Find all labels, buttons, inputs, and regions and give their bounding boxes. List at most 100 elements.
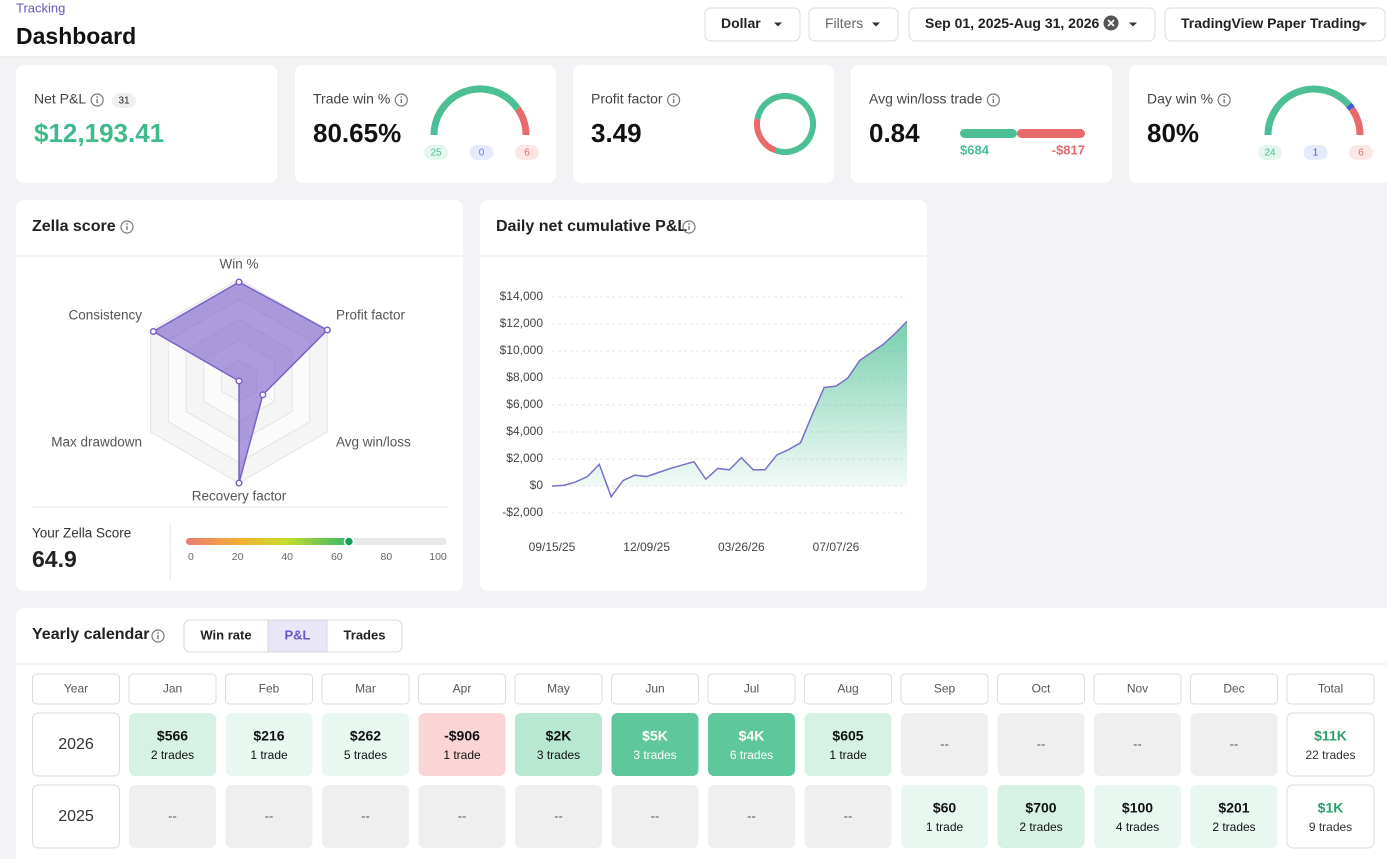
clear-icon [1107,19,1115,27]
total-pnl: $1K [1318,800,1344,816]
month-cell [1094,713,1181,776]
column-header [1286,673,1375,705]
empty-cell: -- [651,808,660,823]
gauge-count-pill [424,145,448,160]
month-cell [1190,785,1278,848]
cell-pnl: $60 [933,800,957,816]
donut-segment [754,93,816,155]
column-header [900,673,989,705]
gauge-count: 1 [1313,148,1319,159]
cell-pnl: $262 [350,728,381,744]
kpi-card [16,65,277,183]
column-header [997,673,1085,705]
radar-point [323,326,331,334]
info-icon [90,93,104,107]
gauge-count: 0 [479,148,485,159]
month-cell [708,785,795,848]
year-label: 2026 [58,736,94,753]
month-cell [322,785,409,848]
score-tick-label: 100 [429,551,447,563]
filter-label: Filters [825,15,863,31]
caret [1359,22,1367,27]
column-header-text: Year [64,682,88,696]
column-header [804,673,892,705]
count-badge [112,93,136,108]
kpi-label: Net P&L [34,91,86,107]
donut-segment [754,118,777,154]
kpi-value: 3.49 [591,118,642,148]
month-cell [515,713,602,776]
gauge-count: 25 [430,148,442,159]
gauge-count: 6 [1358,148,1364,159]
radar-axis-label: Win % [219,257,258,272]
month-cell [901,785,988,848]
empty-cell: -- [361,808,370,823]
filter-button[interactable] [808,7,899,42]
column-header [611,673,699,705]
month-cell [1190,713,1278,776]
y-tick-label: $14,000 [500,289,544,303]
column-header [1093,673,1182,705]
month-cell [804,713,892,776]
empty-cell: -- [747,808,756,823]
month-cell [129,713,216,776]
win-bar [960,129,1017,138]
cell-pnl: $5K [642,728,668,744]
avg-win: $684 [960,142,990,157]
info-icon [394,93,408,107]
tab[interactable]: Win rate [200,627,251,642]
filter-button[interactable] [908,7,1156,42]
radar-point [235,377,243,385]
gauge-count: 6 [524,148,530,159]
count-badge-text: 31 [118,96,130,107]
tab[interactable]: Trades [344,627,386,642]
year-cell [32,712,120,777]
column-header [321,673,410,705]
info-icon [120,220,134,234]
total-cell [1286,712,1375,777]
radar-point [235,278,243,286]
column-header-text: May [547,682,570,696]
gauge-count-pill [1258,145,1282,160]
card-title: Yearly calendar [32,626,149,643]
score-marker [343,536,355,547]
kpi-label: Day win % [1147,91,1213,107]
column-header-text: Oct [1032,682,1051,696]
month-cell [418,713,506,776]
x-tick-label: 03/26/26 [718,540,765,554]
cell-pnl: $605 [832,728,863,744]
kpi-card [573,65,834,183]
filter-button[interactable] [704,7,801,42]
score-tick-label: 60 [331,551,343,563]
card-title: Daily net cumulative P&L [496,218,687,235]
filter-label: Dollar [721,15,761,31]
cell-trades: 1 trade [926,820,964,834]
column-header [1190,673,1278,705]
tab[interactable]: P&L [285,627,311,642]
month-cell [1094,785,1181,848]
info-icon [1217,93,1231,107]
info-icon [672,96,675,98]
month-cell [997,785,1085,848]
filter-button[interactable] [1164,7,1386,42]
radar-axis-label: Consistency [68,308,142,323]
y-tick-label: $10,000 [500,343,544,357]
gauge-count-pill [469,145,494,160]
column-header [128,673,217,705]
loss-bar [1016,129,1085,138]
month-cell [515,785,602,848]
gauge-segment [1346,102,1355,111]
empty-cell: -- [844,808,853,823]
score-tick-label: 40 [281,551,293,563]
score-bar [186,538,349,545]
zella-score: 64.9 [32,546,77,572]
column-header-text: Mar [355,682,376,696]
gauge-count-pill [515,145,539,160]
radar-axis-label: Avg win/loss [336,435,411,450]
info-icon [682,220,696,234]
total-cell [1286,784,1375,849]
empty-cell: -- [1230,736,1239,751]
kpi-card [851,65,1112,183]
kpi-label: Profit factor [591,91,663,107]
column-header [418,673,506,705]
